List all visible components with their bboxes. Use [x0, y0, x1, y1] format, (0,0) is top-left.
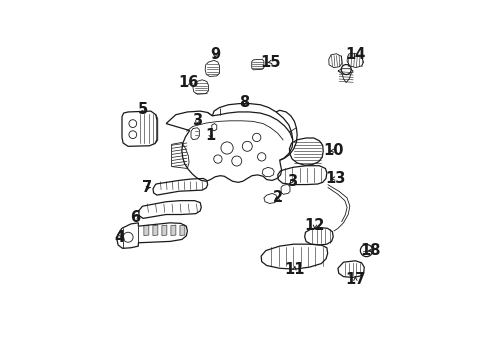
Polygon shape	[171, 225, 176, 235]
Text: 6: 6	[130, 210, 141, 225]
Text: 4: 4	[114, 230, 124, 245]
Text: 16: 16	[178, 75, 198, 90]
Text: 9: 9	[210, 48, 220, 62]
Text: 11: 11	[284, 262, 304, 278]
Text: 3: 3	[286, 174, 296, 189]
Polygon shape	[153, 225, 158, 235]
Polygon shape	[143, 225, 148, 235]
Text: 13: 13	[325, 171, 345, 186]
Polygon shape	[162, 225, 166, 235]
Text: 2: 2	[273, 190, 283, 205]
Text: 3: 3	[192, 113, 202, 128]
Text: 7: 7	[142, 180, 152, 195]
Text: 5: 5	[138, 102, 148, 117]
Polygon shape	[180, 225, 184, 235]
Text: 15: 15	[260, 55, 280, 69]
Text: 14: 14	[345, 48, 365, 62]
Text: 10: 10	[323, 143, 344, 158]
Text: 8: 8	[239, 95, 249, 110]
Text: 12: 12	[304, 218, 325, 233]
Text: 18: 18	[359, 243, 380, 258]
Text: 1: 1	[205, 128, 215, 143]
Text: 17: 17	[345, 272, 365, 287]
